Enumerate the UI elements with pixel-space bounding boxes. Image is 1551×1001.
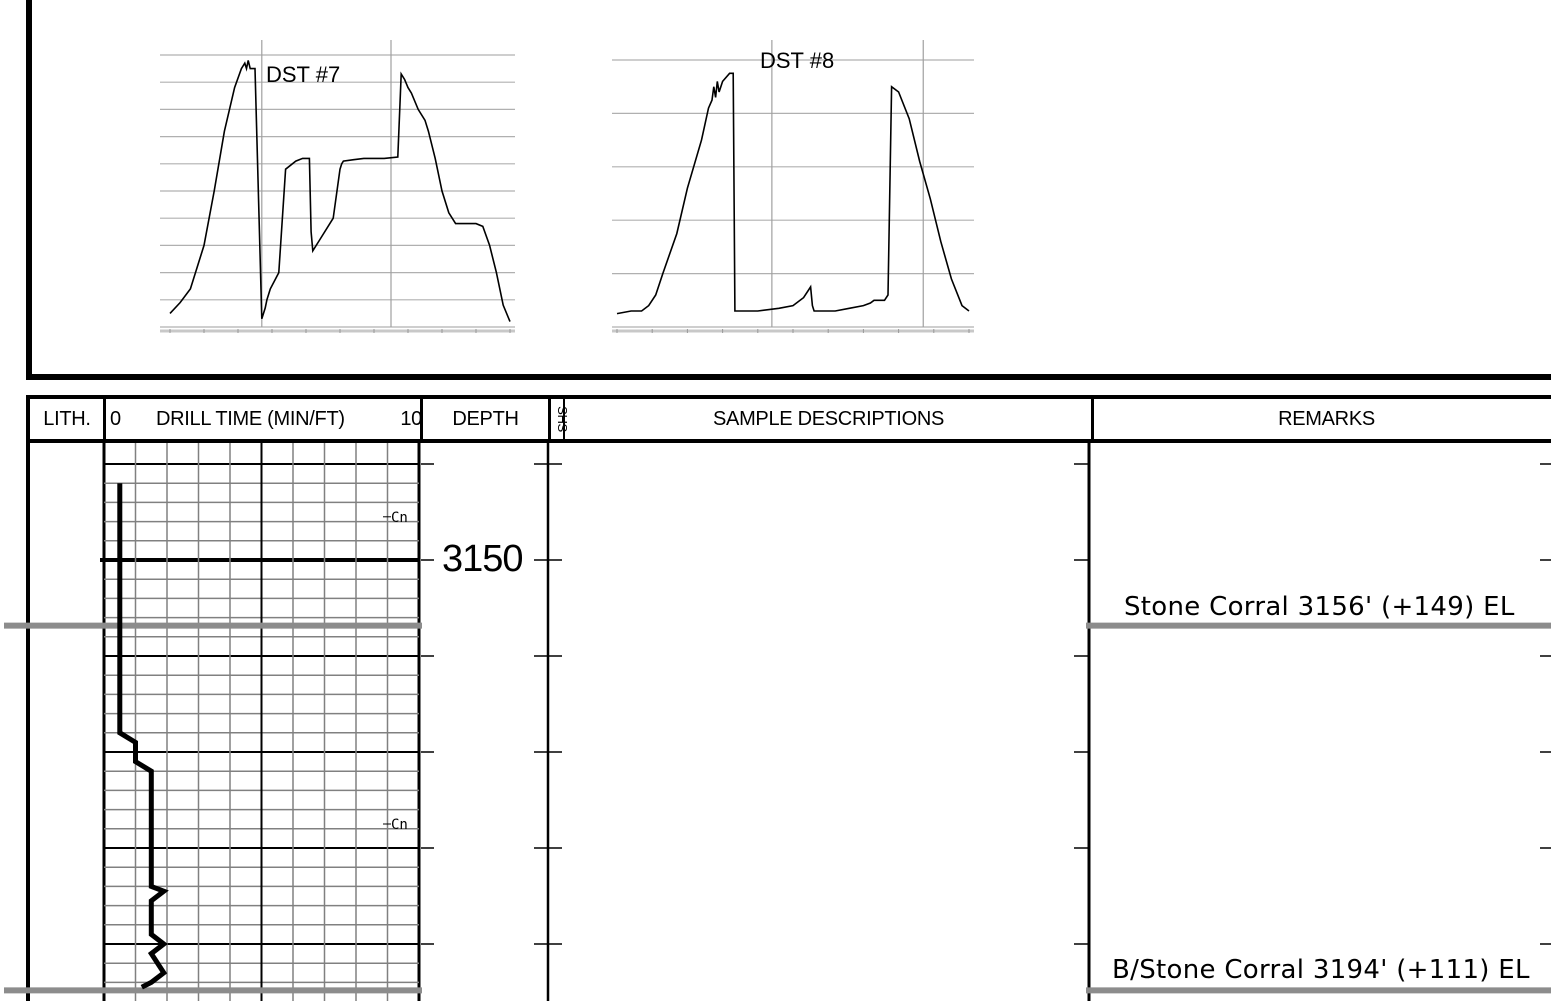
drill-time-header: DRILL TIME (MIN/FT) xyxy=(156,408,345,430)
header-divider xyxy=(420,399,423,439)
cn-labels: Cn Cn xyxy=(383,510,408,833)
dst-7-grid xyxy=(160,40,515,333)
header-divider xyxy=(103,399,106,439)
dst-7-chart: DST #7 xyxy=(160,40,515,333)
drill-time-min-label: 0 xyxy=(110,408,121,430)
formation-lines xyxy=(4,622,1551,994)
remark-stone-corral: Stone Corral 3156' (+149) EL xyxy=(1124,592,1515,622)
dst-8-grid xyxy=(612,40,974,333)
cn-label: Cn xyxy=(391,817,408,833)
header-divider xyxy=(548,399,551,439)
remark-b-stone-corral: B/Stone Corral 3194' (+111) EL xyxy=(1112,955,1530,985)
cn-label: Cn xyxy=(391,510,408,526)
dst-7-title: DST #7 xyxy=(266,62,340,87)
dst-8-chart: DST #8 xyxy=(612,40,974,333)
dst-8-pressure-curve xyxy=(616,72,970,315)
remarks-header: REMARKS xyxy=(1278,408,1375,430)
drill-time-grid xyxy=(100,443,419,1001)
lith-header: LITH. xyxy=(43,408,91,430)
drill-time-curve xyxy=(117,483,169,990)
dst-8-title: DST #8 xyxy=(760,48,834,73)
depth-label-3150: 3150 xyxy=(442,538,524,580)
dst-7-pressure-curve xyxy=(169,60,511,322)
log-frame xyxy=(26,443,1091,1001)
sample-descriptions-header: SAMPLE DESCRIPTIONS xyxy=(712,408,945,430)
depth-header: DEPTH xyxy=(452,408,519,430)
header-divider xyxy=(1091,399,1094,439)
header-divider xyxy=(563,399,565,439)
log-header-row: LITH. 0 DRILL TIME (MIN/FT) 10 DEPTH SHS… xyxy=(26,395,1551,443)
depth-ticks xyxy=(421,463,1551,945)
dst-panel xyxy=(26,0,1551,380)
drill-time-max-label: 10 xyxy=(400,408,422,430)
